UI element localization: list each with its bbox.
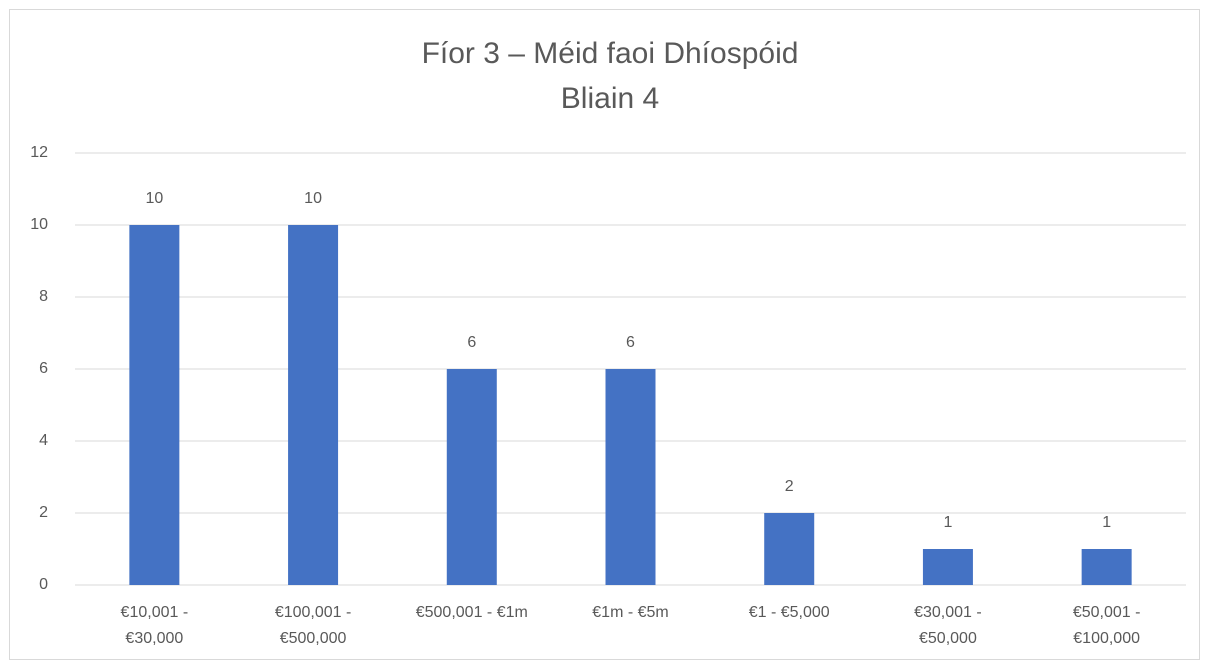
- bar: [605, 369, 656, 585]
- bar: [288, 225, 339, 585]
- bar: [129, 225, 180, 585]
- y-tick-label: 0: [39, 576, 48, 593]
- bar: [1081, 549, 1132, 585]
- bar: [764, 513, 815, 585]
- x-tick-label: €100,001 -€500,000: [275, 604, 352, 647]
- data-label: 6: [626, 334, 635, 351]
- data-label: 6: [467, 334, 476, 351]
- bar: [446, 369, 497, 585]
- y-tick-label: 12: [30, 144, 48, 161]
- y-tick-label: 10: [30, 216, 48, 233]
- y-tick-label: 2: [39, 504, 48, 521]
- x-tick-label: €500,001 - €1m: [416, 604, 528, 621]
- y-tick-label: 6: [39, 360, 48, 377]
- data-label: 10: [304, 190, 322, 207]
- x-tick-label: €10,001 -€30,000: [121, 604, 189, 647]
- x-tick-label: €30,001 -€50,000: [914, 604, 982, 647]
- data-label: 1: [1102, 514, 1111, 531]
- x-tick-label: €50,001 -€100,000: [1073, 604, 1141, 647]
- data-label: 2: [785, 478, 794, 495]
- x-tick-label: €1m - €5m: [592, 604, 668, 621]
- data-label: 10: [145, 190, 163, 207]
- x-tick-label: €1 - €5,000: [749, 604, 830, 621]
- chart-title: Fíor 3 – Méid faoi Dhíospóid: [422, 37, 799, 70]
- chart-subtitle: Bliain 4: [561, 82, 659, 115]
- y-tick-label: 4: [39, 432, 48, 449]
- chart-border: [9, 9, 1200, 660]
- bar: [922, 549, 973, 585]
- data-label: 1: [943, 514, 952, 531]
- y-tick-label: 8: [39, 288, 48, 305]
